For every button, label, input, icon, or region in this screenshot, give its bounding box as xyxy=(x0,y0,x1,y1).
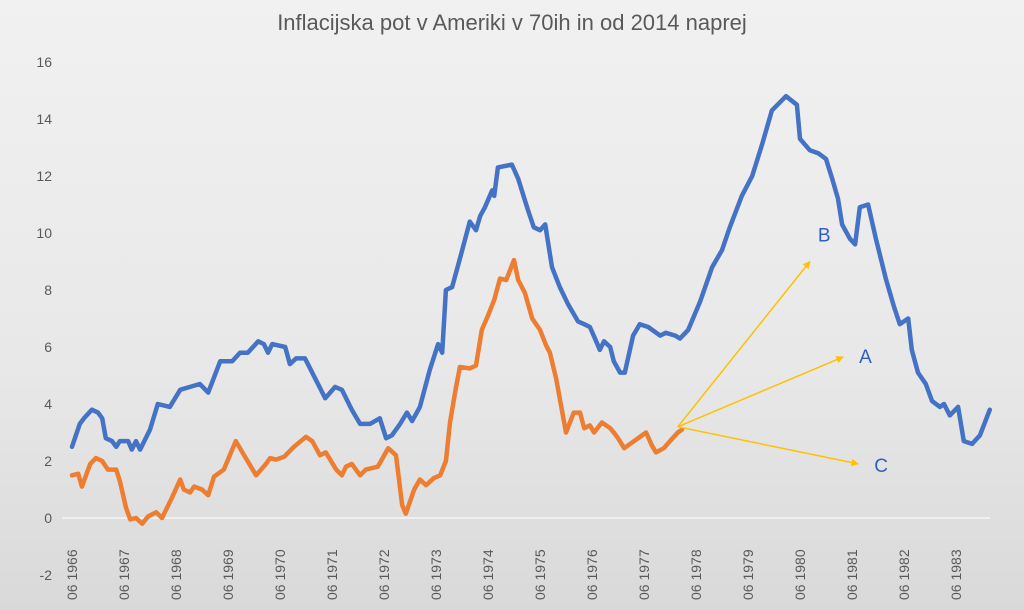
scenario-label-a: A xyxy=(859,347,872,368)
y-tick-label: 14 xyxy=(36,111,52,127)
arrow-c xyxy=(677,426,859,467)
y-tick-label: 6 xyxy=(44,339,52,355)
y-tick-label: 12 xyxy=(36,168,52,184)
series-line-0 xyxy=(69,93,993,452)
chart-title: Inflacijska pot v Ameriki v 70ih in od 2… xyxy=(277,10,747,35)
x-tick-label: 06 1981 xyxy=(844,549,860,600)
y-tick-label: -2 xyxy=(40,567,53,583)
x-tick-label: 06 1974 xyxy=(480,549,496,600)
x-tick-label: 06 1983 xyxy=(948,549,964,600)
x-tick-label: 06 1970 xyxy=(272,549,288,600)
arrow-b xyxy=(677,260,811,428)
x-tick-label: 06 1980 xyxy=(792,549,808,600)
x-tick-label: 06 1978 xyxy=(688,549,704,600)
y-tick-label: 4 xyxy=(44,396,52,412)
x-tick-label: 06 1979 xyxy=(740,549,756,600)
y-tick-label: 0 xyxy=(44,510,52,526)
y-tick-label: 16 xyxy=(36,54,52,70)
x-tick-label: 06 1982 xyxy=(896,549,912,600)
x-tick-label: 06 1976 xyxy=(584,549,600,600)
x-tick-label: 06 1975 xyxy=(532,549,548,600)
scenario-label-b: B xyxy=(818,226,831,247)
x-tick-label: 06 1972 xyxy=(376,549,392,600)
x-tick-label: 06 1968 xyxy=(168,549,184,600)
series-line-1 xyxy=(69,257,685,526)
y-tick-label: 8 xyxy=(44,282,52,298)
x-tick-label: 06 1969 xyxy=(220,549,236,600)
x-tick-label: 06 1967 xyxy=(116,549,132,600)
arrow-a xyxy=(677,356,844,428)
y-tick-label: 10 xyxy=(36,225,52,241)
x-tick-label: 06 1971 xyxy=(324,549,340,600)
scenario-label-c: C xyxy=(874,456,888,477)
x-tick-label: 06 1977 xyxy=(636,549,652,600)
x-tick-label: 06 1966 xyxy=(64,549,80,600)
x-tick-label: 06 1973 xyxy=(428,549,444,600)
y-tick-label: 2 xyxy=(44,453,52,469)
